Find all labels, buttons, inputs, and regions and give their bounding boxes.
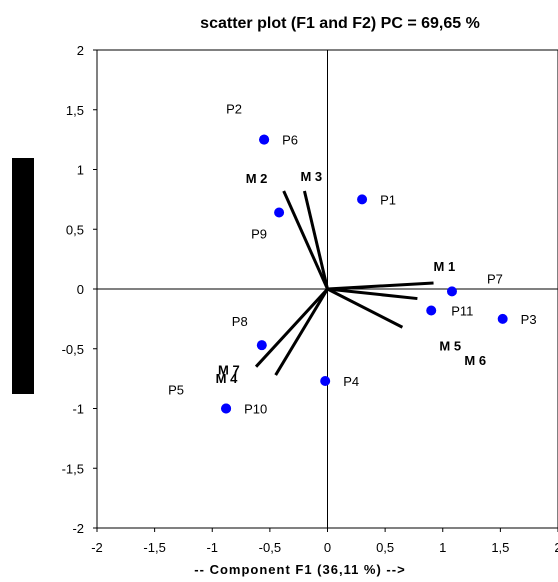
x-tick-label: 1 (439, 540, 446, 555)
point-label: P7 (487, 271, 503, 286)
variable-vector (274, 288, 329, 376)
x-tick-label: 2 (554, 540, 558, 555)
data-point (357, 194, 368, 205)
data-point (259, 134, 270, 145)
variable-vector (327, 287, 418, 301)
variable-label: M 4 (216, 371, 238, 386)
variable-vector (327, 281, 434, 291)
y-tick-label: 0,5 (66, 222, 84, 237)
y-tick-label: 1,5 (66, 103, 84, 118)
y-tick-label: -2 (72, 521, 84, 536)
variable-label: M 5 (439, 339, 461, 354)
data-points: P1 P2 P3 P4 P5 P6 P7 P8 P9 P10 P11 (168, 102, 537, 417)
y-tick-label: -1,5 (62, 461, 84, 476)
variable-vector (282, 190, 329, 290)
data-point (446, 286, 457, 297)
data-point (221, 403, 232, 414)
point-label: P1 (380, 192, 396, 207)
data-point (497, 313, 508, 324)
x-tick-label: 1,5 (491, 540, 509, 555)
point-label: P10 (244, 402, 267, 417)
data-point (256, 340, 267, 351)
x-tick-label: 0,5 (376, 540, 394, 555)
point-label: P11 (451, 304, 473, 319)
y-tick-label: -1 (72, 402, 84, 417)
point-label: P8 (232, 314, 248, 329)
variable-label: M 2 (246, 171, 268, 186)
point-label: P6 (282, 133, 298, 148)
x-tick-label: -2 (91, 540, 103, 555)
data-point (426, 305, 437, 316)
point-label: P2 (226, 102, 242, 117)
ylabel-bar (12, 158, 34, 394)
variable-label: M 1 (434, 259, 456, 274)
x-tick-label: -0,5 (259, 540, 281, 555)
y-tick-label: 1 (77, 163, 84, 178)
variable-label: M 3 (300, 169, 322, 184)
x-tick-label: -1 (206, 540, 218, 555)
variable-label: M 7 (218, 363, 240, 378)
variable-vectors: M 1 M 2 M 3 M 4 M 5M 6 M 7 (216, 169, 486, 386)
chart-title: scatter plot (F1 and F2) PC = 69,65 % (200, 15, 480, 32)
y-tick-label: 2 (77, 43, 84, 58)
point-label: P4 (343, 374, 359, 389)
variable-vector (302, 190, 329, 290)
point-label: P5 (168, 383, 184, 398)
tick-labels: -2 -1,5 -1 -0,5 0 0,5 1 1,5 2 2 1,5 1 0,5 0 -0,5 -1 -1,5… (62, 43, 558, 555)
variable-label: M 6 (464, 353, 486, 368)
variable-vector (326, 287, 404, 329)
data-point (320, 376, 331, 387)
point-label: P3 (521, 312, 537, 327)
x-axis-label: -- Component F1 (36,11 %) --> (194, 562, 405, 577)
x-tick-label: -1,5 (143, 540, 165, 555)
y-tick-label: -0,5 (62, 342, 84, 357)
variable-vector (254, 287, 329, 368)
data-point (274, 207, 285, 218)
point-label: P9 (251, 227, 267, 242)
x-tick-label: 0 (324, 540, 331, 555)
y-tick-label: 0 (77, 282, 84, 297)
